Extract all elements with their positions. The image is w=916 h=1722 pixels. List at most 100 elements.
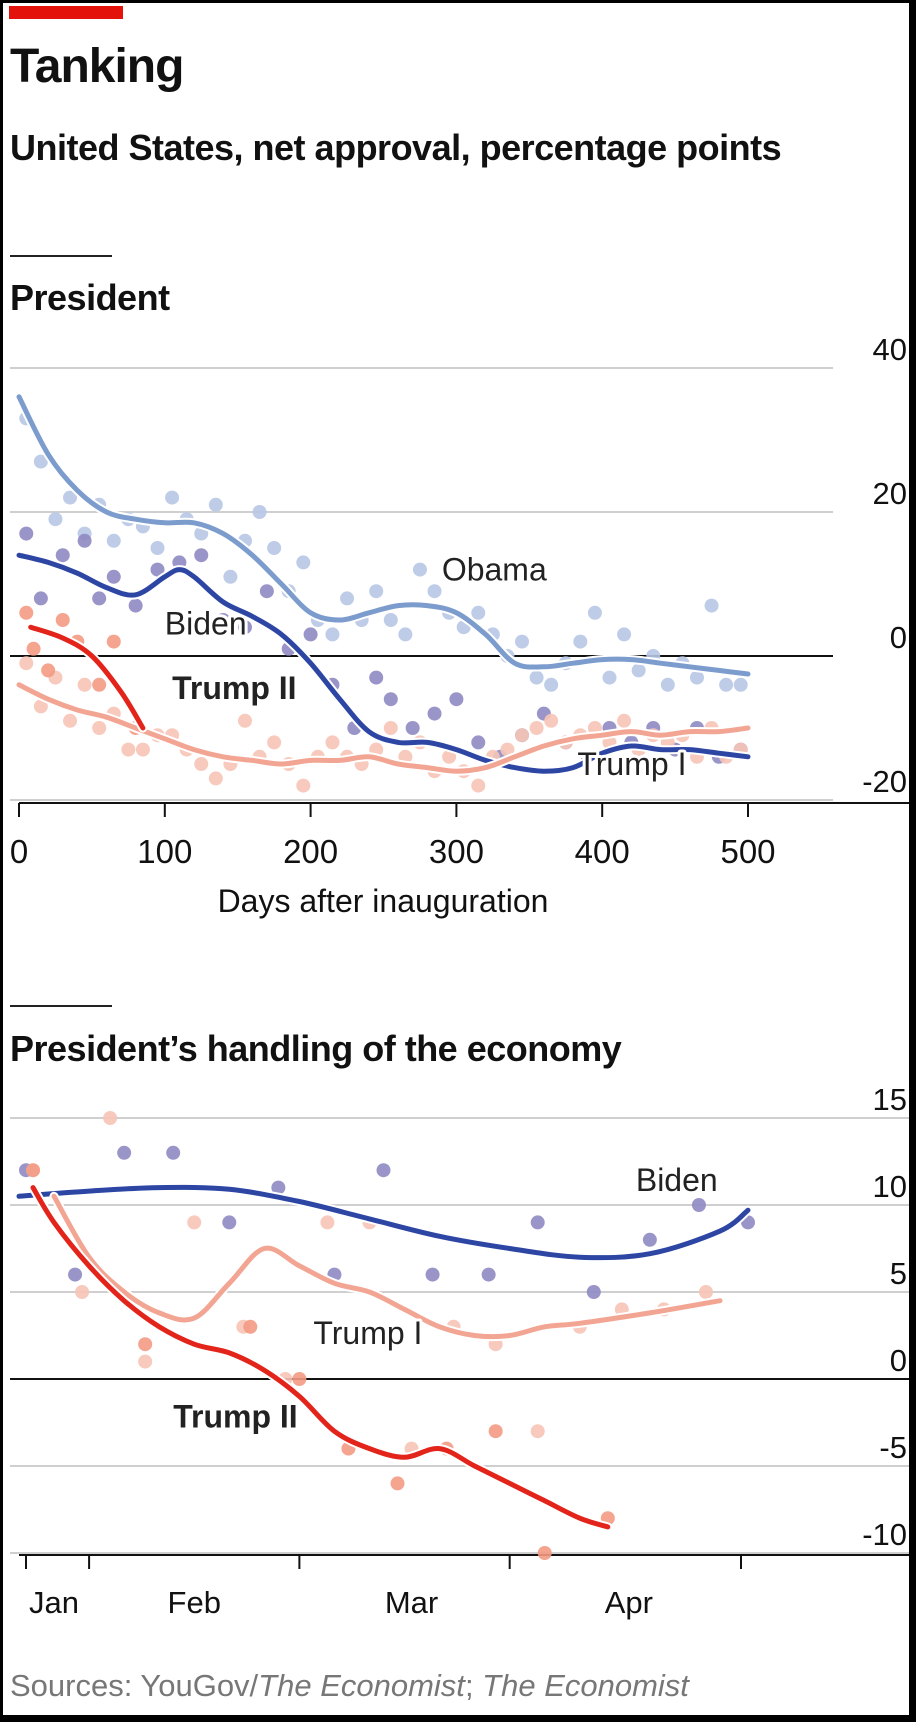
panel2-y-tick-label: 10: [873, 1169, 907, 1204]
panel1-x-tick-label: 500: [720, 833, 775, 870]
panel1-biden-dot: [383, 692, 398, 707]
panel1-trump1-dot: [33, 699, 48, 714]
panel1-biden-label: Biden: [165, 605, 247, 641]
panel1-trump2-dot: [55, 613, 70, 627]
panel1-biden-dot: [303, 627, 318, 642]
panel1-obama-dot: [704, 598, 719, 613]
panel1-biden-dot: [77, 533, 92, 548]
panel2-trump1-label: Trump I: [313, 1315, 422, 1351]
panel1-obama-dot: [544, 677, 559, 692]
panel1-biden-dot: [128, 598, 143, 613]
panel1-trump1-dot: [121, 742, 136, 757]
source-note: Sources: YouGov/The Economist; The Econo…: [10, 1668, 689, 1704]
source-pub-1: The Economist: [258, 1668, 465, 1703]
source-pub-2: The Economist: [482, 1668, 689, 1703]
chart-frame: Tanking United States, net approval, per…: [3, 3, 909, 1715]
panel1-obama-dot: [106, 533, 121, 548]
panel2-title: President’s handling of the economy: [10, 1028, 622, 1069]
panel1-biden-dot: [237, 620, 252, 635]
panel1-x-tick-label: 300: [429, 833, 484, 870]
panel1-obama-dot: [719, 677, 734, 692]
panel1-biden-dot: [92, 591, 107, 606]
panel2-y-tick-label: -10: [862, 1517, 907, 1552]
panel1-obama-dot: [587, 605, 602, 620]
panel1-trump1-dot: [296, 778, 311, 793]
panel2-biden-dot: [117, 1145, 132, 1160]
panel1-biden-dot: [216, 613, 231, 627]
panel2-trump2-dot: [26, 1163, 41, 1178]
panel2-trump1-dot: [320, 1215, 335, 1230]
panel2-biden-dot: [530, 1215, 545, 1230]
panel2-x-tick-label: Feb: [168, 1585, 221, 1620]
panel1-biden-dot: [106, 569, 121, 584]
panel1-biden-dot: [150, 562, 165, 577]
panel1-trump1-dot: [19, 656, 34, 671]
panel2-y-tick-label: -5: [879, 1430, 907, 1465]
panel2-biden-dot: [68, 1267, 83, 1282]
panel1-x-tick-label: 0: [10, 833, 28, 870]
source-sep: ;: [464, 1668, 483, 1703]
panel2-x-tick-label: Jan: [29, 1585, 79, 1620]
panel2-biden-dot: [271, 1180, 286, 1195]
panel2-biden-dot: [222, 1215, 237, 1230]
panel2-trump2-dot: [488, 1424, 503, 1439]
panel1-obama-dot: [150, 541, 165, 555]
panel1-trump1-dot: [194, 757, 209, 771]
panel2-trump1-dot: [187, 1215, 202, 1230]
panel2-rule: [10, 1005, 112, 1007]
panel1-obama-dot: [617, 627, 632, 642]
panel1-biden-dot: [19, 526, 34, 541]
panel1-y-tick-label: -20: [862, 764, 907, 799]
panel1-trump1-label: Trump I: [577, 746, 686, 782]
panel1-trump1-dot: [77, 677, 92, 692]
panel2-trump2-line: [30, 1185, 611, 1530]
panel1-obama-dot: [573, 634, 588, 649]
panel1-obama-dot: [325, 627, 340, 642]
panel2-y-tick-label: 0: [890, 1343, 907, 1378]
panel1-trump2-dot: [106, 634, 121, 649]
panel1-obama-dot: [427, 584, 442, 599]
chart-title: Tanking: [10, 40, 184, 93]
panel2-biden-dot: [642, 1232, 657, 1247]
panel1-trump1-dot: [267, 735, 282, 750]
panel1-trump1-dot: [135, 742, 150, 757]
panel1-obama-dot: [631, 663, 646, 678]
panel1-trump1-dot: [617, 713, 632, 728]
panel1-biden-dot: [427, 706, 442, 721]
panel2-trump2-dot: [138, 1337, 153, 1352]
panel1-y-tick-label: 40: [873, 332, 907, 367]
panel1-biden-dot: [449, 692, 464, 707]
panel1-trump1-dot: [63, 713, 78, 728]
panel2-trump2-label: Trump II: [173, 1399, 297, 1435]
panel1-trump2-dot: [41, 663, 56, 678]
panel1-biden-dot: [259, 584, 274, 599]
source-prefix: Sources: YouGov/: [10, 1668, 259, 1703]
panel2-trump1-dot: [138, 1354, 153, 1369]
panel2-trump1-dot: [75, 1285, 90, 1299]
panel1-biden-dot: [55, 548, 70, 563]
panel2-biden-dot: [425, 1267, 440, 1282]
panel1-obama-dot: [471, 605, 486, 620]
panel1-trump1-dot: [325, 735, 340, 750]
panel1-trump2-dot: [92, 677, 107, 692]
panel1-x-tick-label: 200: [283, 833, 338, 870]
panel1-trump1-dot: [529, 721, 544, 735]
panel1-rule: [10, 255, 112, 257]
panel2-trump1-dot: [698, 1285, 713, 1299]
panel1-x-tick-label: 400: [575, 833, 630, 870]
panel1-obama-dot: [63, 490, 78, 505]
panel1-trump1-dot: [544, 713, 559, 728]
panel1-y-tick-label: 20: [873, 476, 907, 511]
panel1-obama-dot: [267, 541, 282, 555]
panel1-biden-dot: [369, 670, 384, 685]
panel1-obama-dot: [412, 562, 427, 577]
panel1-obama-dot: [165, 490, 180, 505]
panel1-obama-label: Obama: [442, 551, 547, 587]
panel1-trump2-dot: [26, 641, 41, 656]
panel1-obama-dot: [689, 670, 704, 685]
panel2-biden-label: Biden: [636, 1162, 718, 1198]
panel2-x-tick-label: Apr: [605, 1585, 653, 1620]
panel2-y-tick-label: 15: [873, 1082, 907, 1117]
panel2-trump1-dot: [103, 1111, 118, 1125]
